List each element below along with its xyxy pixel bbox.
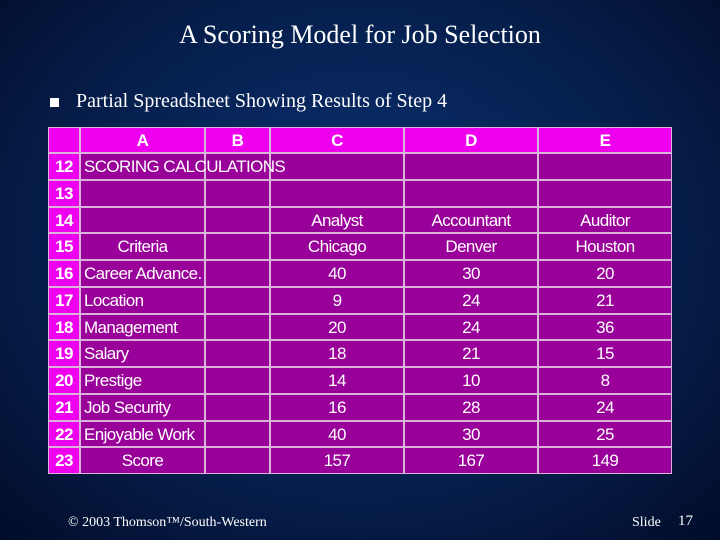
row-header: 19: [48, 340, 80, 367]
slide-number: 17: [678, 513, 693, 529]
row-header: 16: [48, 260, 80, 287]
table-cell: [538, 153, 672, 180]
table-cell: [205, 260, 270, 287]
row-header: 15: [48, 233, 80, 260]
table-cell: [205, 179, 270, 207]
table-cell: [205, 447, 270, 474]
table-cell: 9: [270, 286, 404, 314]
table-cell: Chicago: [270, 233, 404, 260]
table-cell: Accountant: [404, 206, 538, 234]
table-cell: 40: [270, 420, 404, 448]
row-header: 12: [48, 153, 80, 180]
slide-label: Slide: [632, 515, 661, 530]
table-cell: 24: [538, 393, 672, 421]
table-cell: Analyst: [270, 206, 404, 234]
table-cell: [205, 286, 270, 314]
table-cell: Denver: [404, 233, 538, 260]
table-cell: 21: [404, 340, 538, 367]
table-cell: [205, 340, 270, 367]
table-cell: 28: [404, 393, 538, 421]
table-cell: [538, 179, 672, 207]
table-cell: [80, 206, 205, 234]
table-cell: [205, 206, 270, 234]
row-header: 20: [48, 367, 80, 394]
table-cell: 30: [404, 420, 538, 448]
table-cell: SCORING CALCULATIONS: [80, 153, 286, 180]
column-header: C: [270, 127, 404, 153]
copyright: © 2003 Thomson™/South-Western: [68, 515, 267, 530]
table-cell: [404, 153, 538, 180]
table-cell: [270, 179, 404, 207]
table-cell: 40: [270, 260, 404, 287]
table-cell: [80, 179, 205, 207]
row-header: 14: [48, 206, 80, 234]
table-cell: [205, 393, 270, 421]
row-header: 21: [48, 393, 80, 421]
table-cell: Enjoyable Work: [80, 420, 205, 448]
table-cell: 24: [404, 313, 538, 341]
row-header: 22: [48, 420, 80, 448]
table-cell: 20: [538, 260, 672, 287]
table-cell: 149: [538, 447, 672, 474]
table-cell: Criteria: [80, 233, 205, 260]
table-cell: 16: [270, 393, 404, 421]
table-cell: 18: [270, 340, 404, 367]
table-cell: [270, 153, 404, 180]
table-cell: [404, 179, 538, 207]
table-cell: Career Advance.: [80, 260, 205, 287]
table-cell: 167: [404, 447, 538, 474]
table-cell: [205, 367, 270, 394]
table-cell: [205, 233, 270, 260]
table-cell: 21: [538, 286, 672, 314]
table-cell: 8: [538, 367, 672, 394]
bullet-text: Partial Spreadsheet Showing Results of S…: [76, 90, 448, 112]
table-cell: Management: [80, 313, 205, 341]
column-header: A: [80, 127, 205, 153]
row-header: 18: [48, 313, 80, 341]
table-cell: 20: [270, 313, 404, 341]
table-cell: Houston: [538, 233, 672, 260]
table-cell: 14: [270, 367, 404, 394]
table-cell: Location: [80, 286, 205, 314]
table-cell: [205, 153, 270, 180]
table-cell: 30: [404, 260, 538, 287]
row-header: 13: [48, 179, 80, 207]
table-cell: [205, 313, 270, 341]
table-cell: Salary: [80, 340, 205, 367]
column-header: E: [538, 127, 672, 153]
row-header: 17: [48, 286, 80, 314]
spreadsheet: A B C D E 12 13 14 Analyst Accountant Auditor 15 Chi…: [48, 127, 672, 474]
bullet: [50, 98, 59, 107]
table-cell: 15: [538, 340, 672, 367]
row-header: 23: [48, 447, 80, 474]
table-cell: 25: [538, 420, 672, 448]
table-cell: 10: [404, 367, 538, 394]
corner-cell: [48, 127, 80, 153]
column-header: B: [205, 127, 270, 153]
table-cell: 157: [270, 447, 404, 474]
table-cell: 24: [404, 286, 538, 314]
table-cell: Auditor: [538, 206, 672, 234]
table-cell: 36: [538, 313, 672, 341]
table-cell: [205, 420, 270, 448]
slide-title: A Scoring Model for Job Selection: [179, 20, 541, 49]
table-cell: Job Security: [80, 393, 205, 421]
table-cell: Score: [80, 447, 205, 474]
table-cell: Prestige: [80, 367, 205, 394]
column-header: D: [404, 127, 538, 153]
